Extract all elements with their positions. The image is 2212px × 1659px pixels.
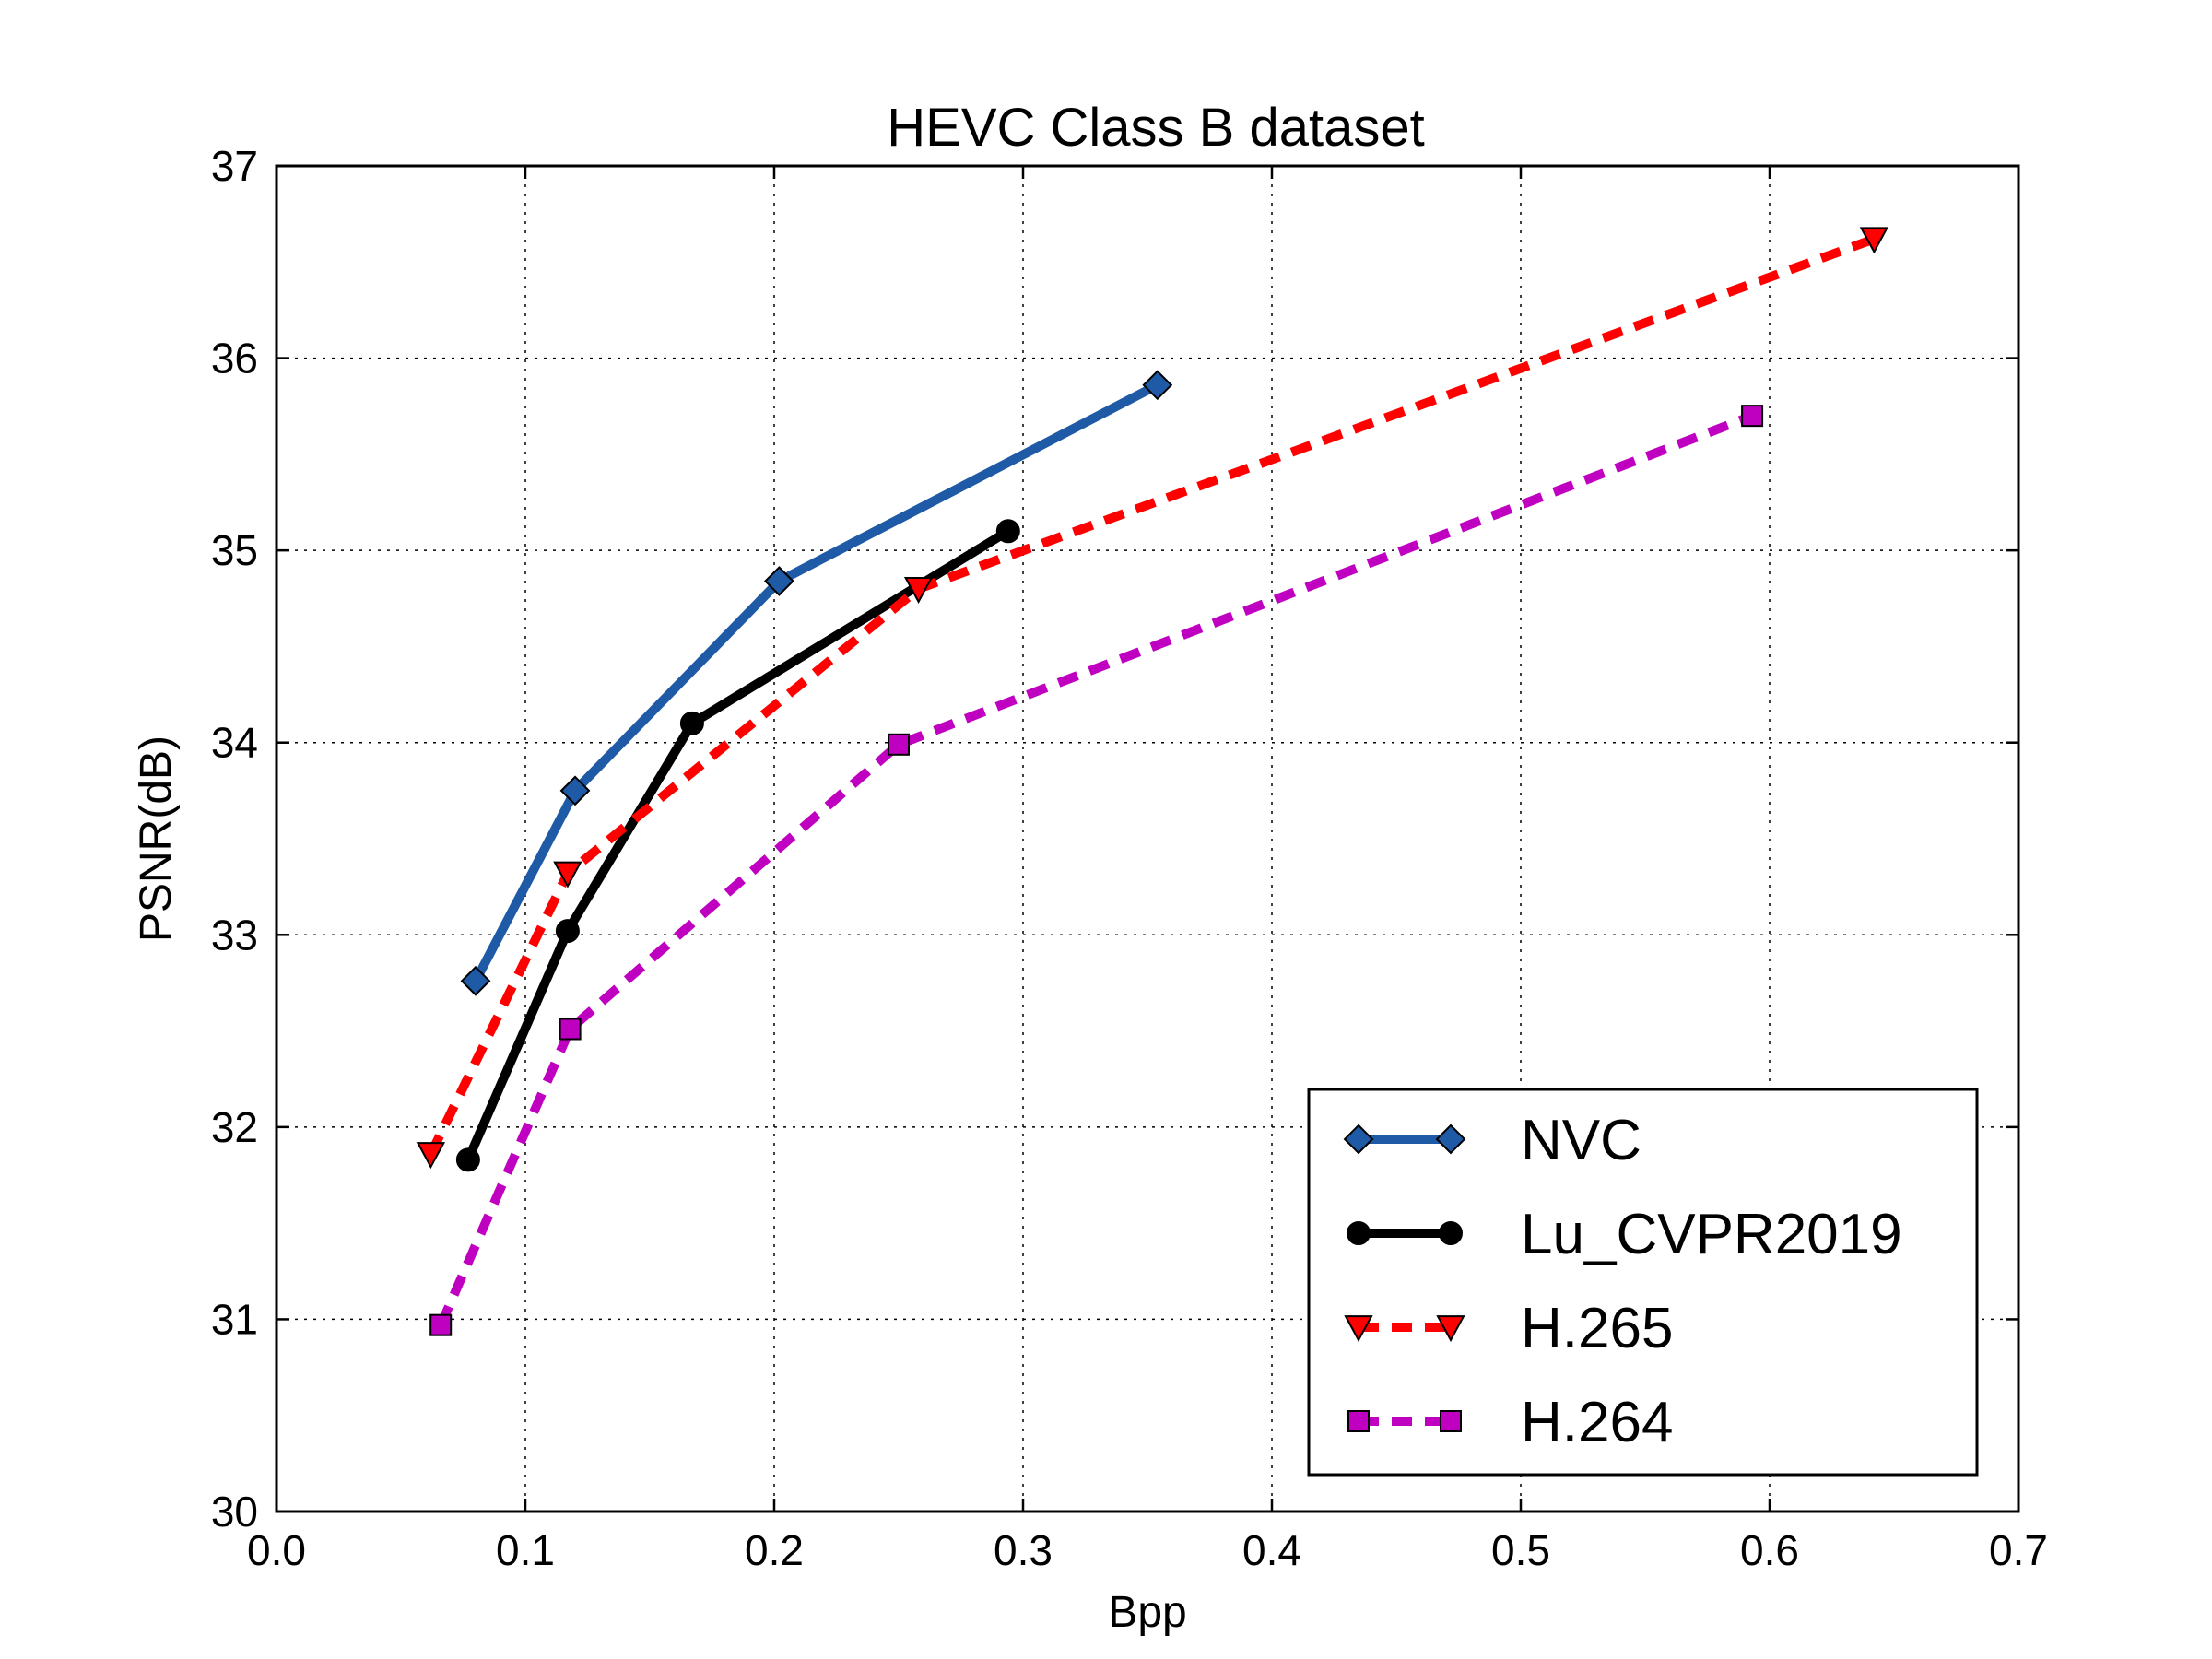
x-tick-label: 0.1 — [496, 1526, 555, 1574]
legend-label: H.264 — [1521, 1391, 1673, 1454]
legend-marker — [1436, 1315, 1465, 1343]
data-point — [460, 965, 491, 996]
legend-marker — [1343, 1124, 1374, 1155]
legend-label: Lu_CVPR2019 — [1521, 1203, 1902, 1266]
axes-frame — [275, 164, 2020, 1513]
y-tick-label: 32 — [211, 1103, 258, 1151]
legend-entry: H.265 — [1344, 1297, 1673, 1360]
legend-marker — [1347, 1410, 1370, 1432]
series-line — [471, 381, 1160, 983]
data-point — [888, 733, 910, 756]
legend-label: NVC — [1521, 1109, 1641, 1172]
y-tick-label: 33 — [211, 911, 258, 959]
chart-title: HEVC Class B dataset — [887, 98, 1424, 158]
data-point — [1142, 370, 1173, 401]
legend-box — [1307, 1088, 1979, 1477]
data-point — [679, 711, 704, 735]
data-point — [555, 919, 580, 944]
legend-marker — [1435, 1124, 1466, 1155]
series-h-264 — [429, 405, 1764, 1336]
data-point — [763, 566, 794, 596]
data-point — [559, 1018, 582, 1041]
data-point — [559, 775, 591, 806]
data-point — [903, 576, 934, 604]
data-point — [416, 1142, 446, 1170]
series-line — [436, 411, 1754, 1327]
x-axis-title: Bpp — [1108, 1588, 1186, 1637]
x-tick-label: 0.5 — [1491, 1526, 1550, 1574]
plot-area — [416, 227, 1889, 1336]
data-point — [1741, 405, 1764, 428]
legend-entry: NVC — [1343, 1109, 1641, 1172]
series-lu-cvpr2019 — [455, 519, 1020, 1172]
grid — [276, 166, 2018, 1512]
data-point — [995, 519, 1020, 544]
data-point — [455, 1147, 480, 1172]
y-tick-label: 37 — [211, 142, 258, 190]
legend-marker — [1347, 1221, 1371, 1245]
legend-label: H.265 — [1521, 1297, 1673, 1360]
series-line — [464, 527, 1011, 1162]
y-tick-label: 34 — [211, 719, 258, 767]
x-tick-label: 0.3 — [994, 1526, 1053, 1574]
y-tick-label: 31 — [211, 1295, 258, 1343]
x-tick-label: 0.6 — [1740, 1526, 1799, 1574]
legend-entry: Lu_CVPR2019 — [1347, 1203, 1902, 1266]
y-tick-label: 35 — [211, 526, 258, 574]
x-tick-label: 0.7 — [1989, 1526, 2048, 1574]
legend-marker — [1439, 1221, 1463, 1245]
axis-ticks: 0.0 0.1 0.2 0.3 0.4 0.5 0.6 0.7 30 31 32 33 34 35 36 37 — [211, 142, 2048, 1574]
legend-marker — [1344, 1315, 1373, 1343]
y-axis-title: PSNR(dB) — [132, 735, 181, 942]
series-line — [426, 234, 1877, 1157]
data-point — [429, 1313, 453, 1336]
legend-marker — [1440, 1410, 1462, 1432]
y-tick-label: 30 — [211, 1488, 258, 1535]
legend: NVC Lu_CVPR2019 H.265 H.264 — [1307, 1088, 1979, 1477]
series-nvc — [460, 370, 1173, 996]
legend-entry: H.264 — [1347, 1391, 1673, 1454]
x-tick-label: 0.2 — [745, 1526, 804, 1574]
y-tick-label: 36 — [211, 335, 258, 382]
data-point — [553, 861, 582, 888]
data-point — [1859, 227, 1889, 254]
x-tick-label: 0.0 — [247, 1526, 306, 1574]
series-h-265 — [416, 227, 1889, 1170]
x-tick-label: 0.4 — [1242, 1526, 1301, 1574]
